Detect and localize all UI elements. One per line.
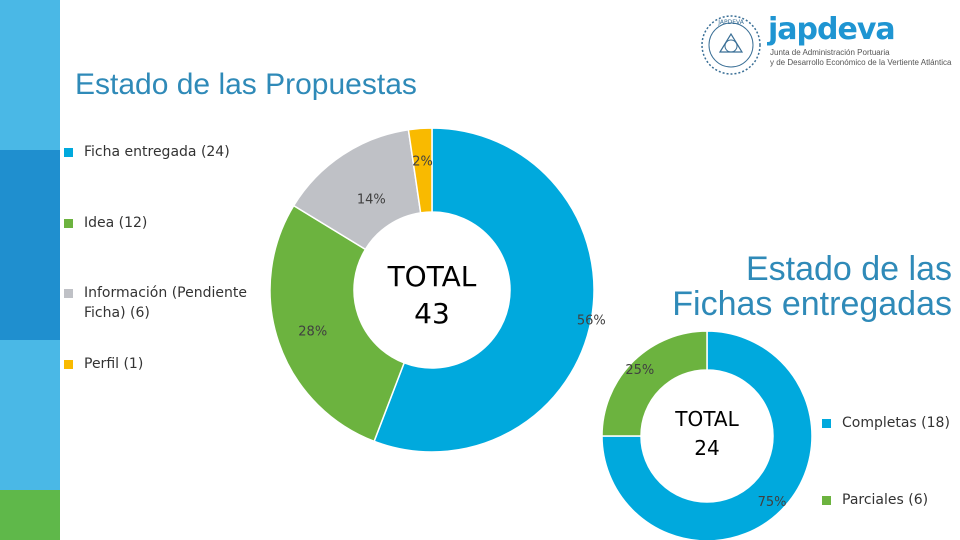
legend-label: Parciales (6) — [842, 492, 929, 508]
chart2-center-label-0: TOTAL — [674, 407, 739, 431]
legend-swatch — [64, 148, 73, 157]
chart1-center-label-1: 43 — [414, 297, 450, 330]
chart1-center-label-0: TOTAL — [387, 260, 477, 293]
chart2-center-label-1: 24 — [694, 436, 719, 460]
chart1-slice-1 — [269, 204, 406, 443]
chart2-title: Estado de las Fichas entregadas — [672, 250, 952, 323]
chart2-slice-0 — [601, 330, 813, 540]
legend-swatch — [64, 219, 73, 228]
legend-label: Completas (18) — [842, 415, 950, 431]
logo-subtitle-line1: Junta de Administración Portuaria — [770, 48, 890, 57]
logo-seal-icon: JAPDEVA — [701, 15, 761, 75]
chart2-percent-label-0: 75% — [758, 495, 787, 510]
chart1-slice-3 — [407, 127, 433, 214]
stripe-segment — [0, 150, 60, 340]
logo-wordmark: japdeva — [768, 12, 896, 47]
chart2-slice-1 — [601, 330, 708, 437]
decorative-side-stripe — [0, 0, 60, 540]
legend-swatch — [822, 419, 831, 428]
chart1-percent-label-1: 28% — [298, 325, 327, 340]
legend-swatch — [822, 496, 831, 505]
legend-label: Información (Pendiente Ficha) (6) — [84, 285, 247, 321]
chart1-percent-label-0: 56% — [577, 313, 606, 328]
legend-label: Perfil (1) — [84, 356, 144, 372]
legend-swatch — [64, 360, 73, 369]
stripe-segment — [0, 340, 60, 490]
chart1-percent-label-2: 14% — [357, 192, 386, 207]
stripe-segment — [0, 0, 60, 150]
legend-swatch — [64, 289, 73, 298]
chart1-percent-label-3: 2% — [412, 154, 433, 169]
logo-seal-text: JAPDEVA — [717, 19, 745, 26]
japdeva-logo: JAPDEVA japdeva Junta de Administración … — [700, 10, 960, 80]
chart1-slice-0 — [373, 127, 595, 453]
chart2-percent-label-1: 25% — [625, 363, 654, 378]
stripe-segment — [0, 490, 60, 540]
legend-label: Idea (12) — [84, 215, 148, 231]
logo-subtitle-line2: y de Desarrollo Económico de la Vertient… — [770, 58, 952, 67]
chart1-title: Estado de las Propuestas — [75, 68, 417, 101]
legend-label: Ficha entregada (24) — [84, 144, 230, 160]
